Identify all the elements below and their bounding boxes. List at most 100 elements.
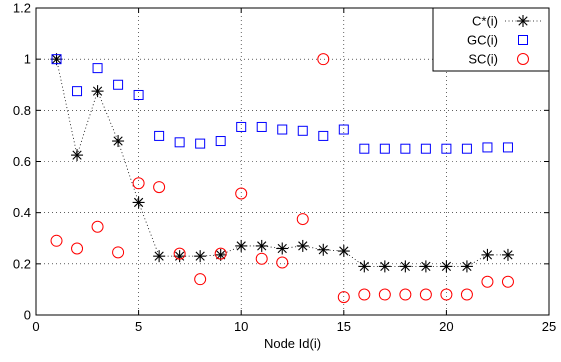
data-point bbox=[112, 135, 125, 148]
y-tick-label: 1 bbox=[24, 52, 31, 67]
legend-box bbox=[432, 7, 550, 72]
data-point bbox=[112, 246, 125, 259]
data-point bbox=[236, 121, 247, 132]
series-1 bbox=[51, 54, 513, 154]
data-point bbox=[91, 220, 104, 233]
data-point bbox=[215, 136, 226, 147]
series-line bbox=[56, 59, 508, 267]
data-point bbox=[317, 243, 330, 256]
data-point bbox=[501, 248, 514, 261]
data-point bbox=[419, 288, 432, 301]
data-point bbox=[235, 187, 248, 200]
data-point bbox=[91, 85, 104, 98]
series-2 bbox=[50, 53, 514, 304]
data-point bbox=[297, 125, 308, 136]
data-point bbox=[400, 143, 411, 154]
legend: C*(i) GC(i) SC(i) bbox=[432, 7, 550, 72]
data-point bbox=[481, 275, 494, 288]
data-point bbox=[481, 248, 494, 261]
data-point bbox=[441, 143, 452, 154]
data-point bbox=[92, 63, 103, 74]
data-point bbox=[195, 138, 206, 149]
x-tick-label: 10 bbox=[234, 319, 248, 334]
legend-label: SC(i) bbox=[468, 52, 498, 67]
data-point bbox=[113, 79, 124, 90]
data-point bbox=[338, 124, 349, 135]
data-point bbox=[419, 260, 432, 273]
y-tick-label: 0.4 bbox=[13, 205, 31, 220]
data-point bbox=[194, 250, 207, 263]
y-tick-label: 0.2 bbox=[13, 256, 31, 271]
data-point bbox=[399, 288, 412, 301]
legend-marker bbox=[517, 53, 529, 65]
data-point bbox=[72, 86, 83, 97]
data-point bbox=[255, 239, 268, 252]
data-point bbox=[337, 291, 350, 304]
x-tick-label: 5 bbox=[135, 319, 142, 334]
data-point bbox=[482, 142, 493, 153]
data-point bbox=[379, 143, 390, 154]
data-point bbox=[378, 288, 391, 301]
y-tick-label: 0 bbox=[24, 308, 31, 323]
x-tick-label: 15 bbox=[337, 319, 351, 334]
data-point bbox=[460, 260, 473, 273]
data-point bbox=[235, 239, 248, 252]
data-point bbox=[277, 124, 288, 135]
data-point bbox=[296, 213, 309, 226]
data-point bbox=[51, 54, 62, 65]
data-point bbox=[132, 196, 145, 209]
legend-item: C*(i) bbox=[472, 14, 541, 29]
data-point bbox=[173, 247, 186, 260]
data-point bbox=[255, 252, 268, 265]
data-point bbox=[153, 181, 166, 194]
x-tick-label: 25 bbox=[542, 319, 556, 334]
data-point bbox=[318, 130, 329, 141]
data-point bbox=[71, 242, 84, 255]
legend-marker bbox=[518, 35, 528, 45]
axis-ticks: 0 5 10 15 20 25 0 0.2 0.4 0.6 0.8 1 1.2 bbox=[13, 1, 556, 335]
data-point bbox=[420, 143, 431, 154]
data-point bbox=[296, 239, 309, 252]
data-point bbox=[440, 288, 453, 301]
series-0 bbox=[50, 53, 514, 273]
data-point bbox=[214, 247, 227, 260]
data-point bbox=[154, 130, 165, 141]
legend-item: GC(i) bbox=[467, 33, 528, 48]
data-point bbox=[173, 250, 186, 263]
data-point bbox=[440, 260, 453, 273]
data-point bbox=[71, 149, 84, 162]
data-point bbox=[501, 275, 514, 288]
data-point bbox=[153, 250, 166, 263]
x-tick-label: 20 bbox=[439, 319, 453, 334]
data-point bbox=[337, 245, 350, 258]
legend-marker bbox=[517, 15, 529, 27]
data-point bbox=[276, 242, 289, 255]
data-point bbox=[174, 137, 185, 148]
data-point bbox=[276, 256, 289, 269]
y-tick-label: 1.2 bbox=[13, 1, 31, 16]
y-tick-label: 0.6 bbox=[13, 154, 31, 169]
x-tick-label: 0 bbox=[32, 319, 39, 334]
grid bbox=[36, 8, 549, 315]
plot-area bbox=[50, 53, 514, 304]
data-point bbox=[50, 234, 63, 247]
data-point bbox=[460, 288, 473, 301]
data-point bbox=[256, 121, 267, 132]
legend-label: C*(i) bbox=[472, 14, 498, 29]
x-axis-label: Node Id(i) bbox=[264, 336, 321, 351]
data-point bbox=[399, 260, 412, 273]
y-tick-label: 0.8 bbox=[13, 103, 31, 118]
legend-item: SC(i) bbox=[468, 52, 529, 67]
data-point bbox=[358, 260, 371, 273]
data-point bbox=[317, 53, 330, 66]
data-point bbox=[132, 177, 145, 190]
data-point bbox=[502, 142, 513, 153]
data-point bbox=[359, 143, 370, 154]
data-point bbox=[194, 273, 207, 286]
legend-label: GC(i) bbox=[467, 33, 498, 48]
data-point bbox=[358, 288, 371, 301]
data-point bbox=[378, 260, 391, 273]
data-point bbox=[461, 143, 472, 154]
data-point bbox=[133, 89, 144, 100]
